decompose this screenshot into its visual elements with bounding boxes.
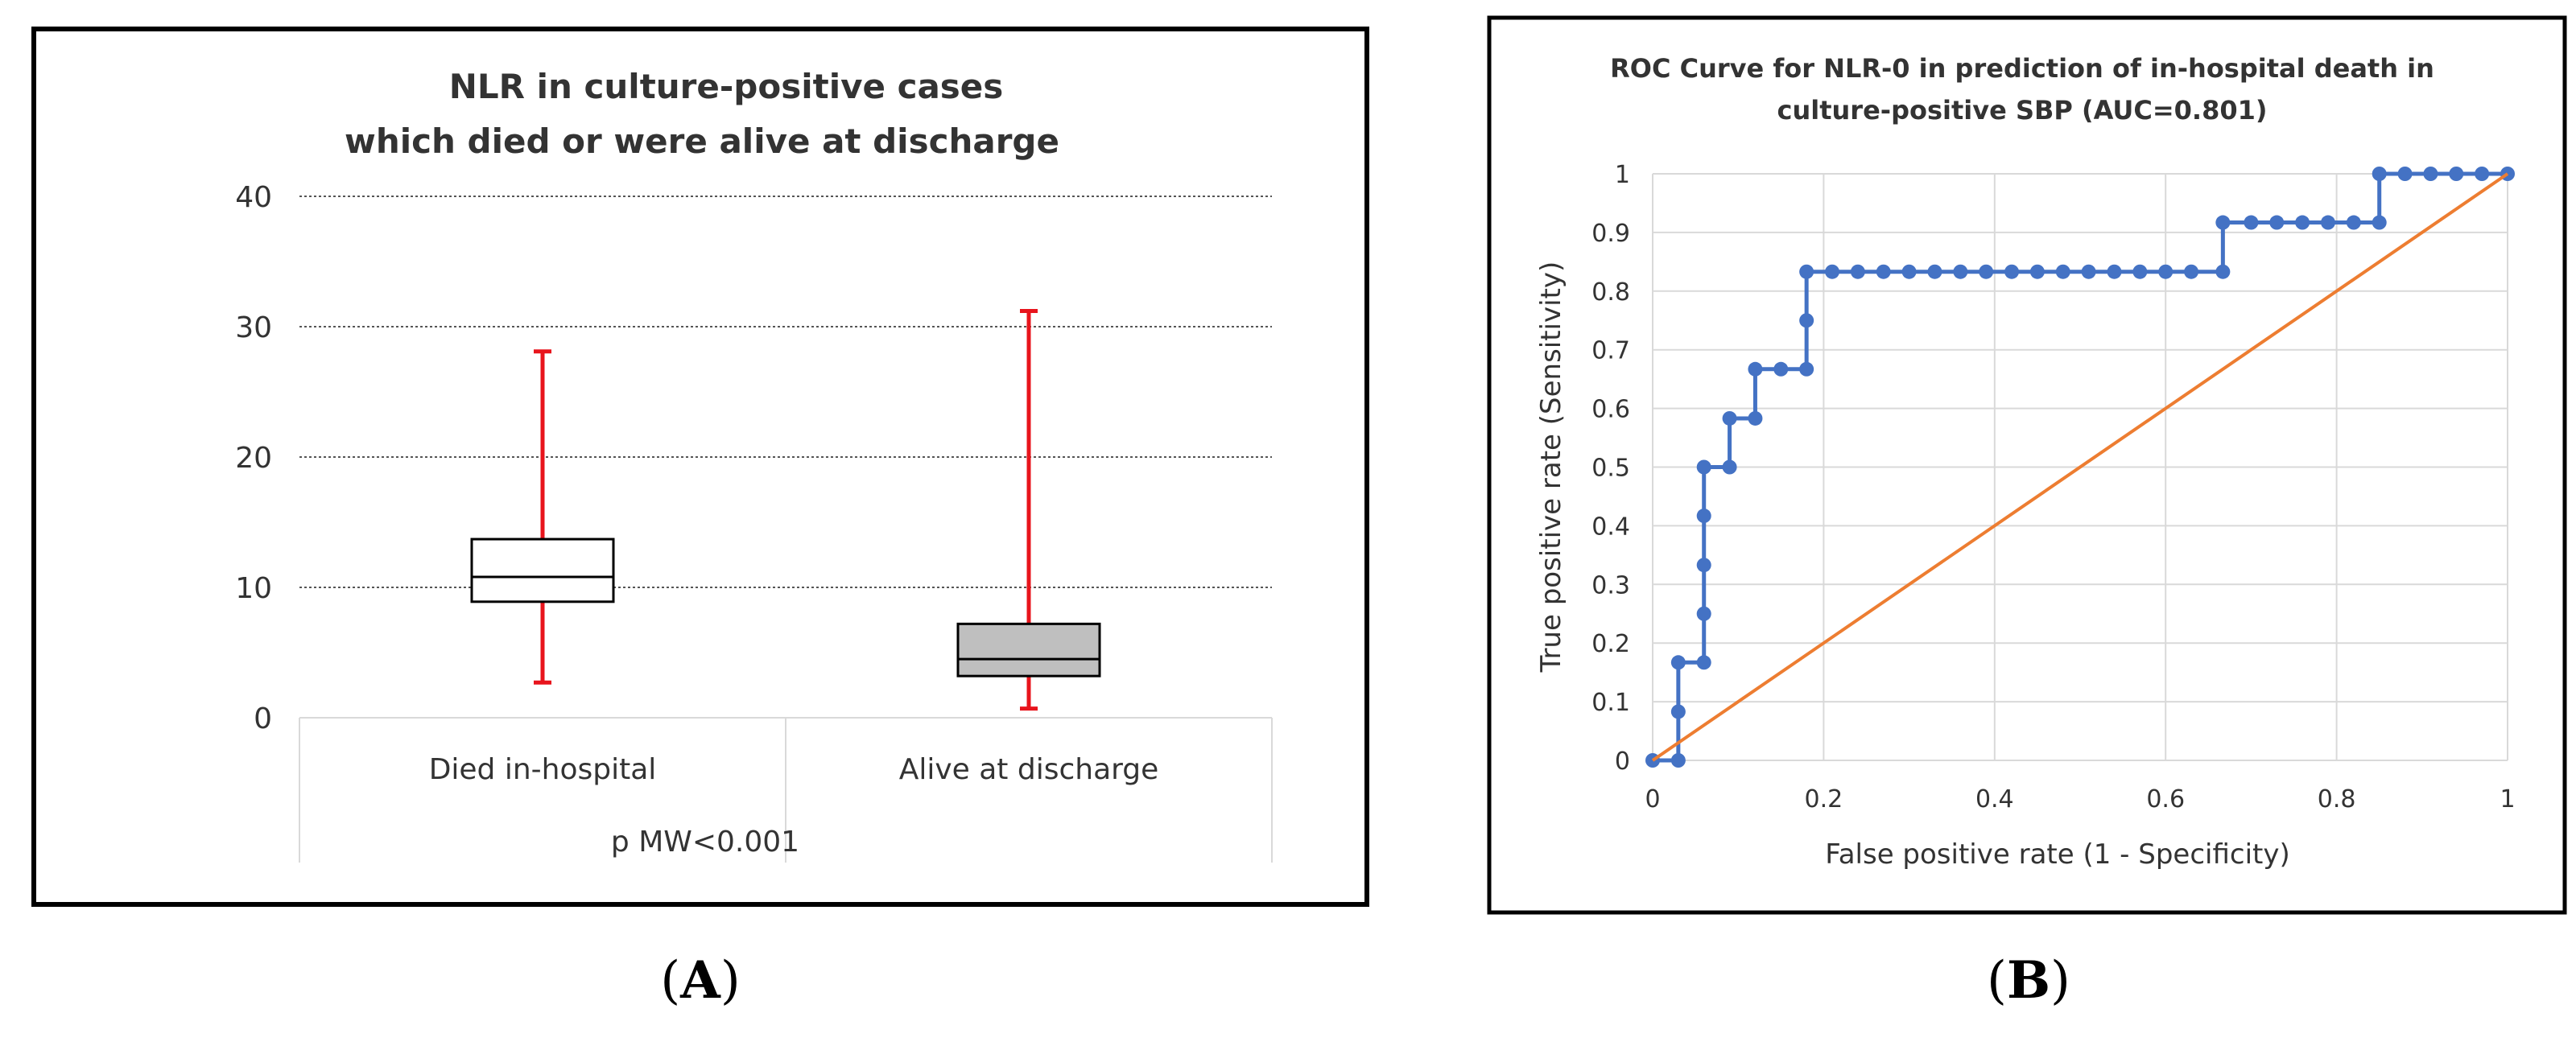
panel-b-x-tick-label: 0.2 (1805, 785, 1843, 813)
panel-b-y-tick-label: 0.1 (1591, 689, 1630, 717)
panel-b-roc-point (2423, 167, 2438, 181)
panel-b-roc-point (1722, 410, 1737, 426)
panel-b-roc-point (1876, 264, 1891, 279)
panel-b-y-tick-label: 0.5 (1591, 455, 1630, 483)
panel-a-y-tick-label: 0 (254, 702, 272, 735)
panel-b-y-tick-label: 0.6 (1591, 396, 1630, 424)
panel-b-roc-point (1979, 264, 1994, 279)
panel-a-y-tick-label: 30 (235, 311, 272, 344)
panel-b-roc-point (1799, 313, 1814, 328)
panel-b-roc-point (2158, 264, 2174, 279)
panel-b-roc-point (2215, 264, 2231, 279)
panel-b-y-tick-label: 0.2 (1591, 630, 1630, 658)
panel-b-y-tick-label: 0.3 (1591, 571, 1630, 599)
panel-b-roc-point (1748, 410, 1763, 426)
panel-b-roc-point (2081, 264, 2096, 279)
panel-b-x-tick-label: 0.8 (2318, 785, 2356, 813)
panel-b-roc-point (1696, 655, 1711, 670)
panel-b-x-tick-label: 0.4 (1975, 785, 2014, 813)
panel-b-roc-point (1850, 264, 1865, 279)
panel-b-roc-point (2004, 264, 2020, 279)
panel-b-roc-point (1696, 606, 1711, 621)
panel-a-box (470, 537, 615, 603)
panel-b-roc-point (1696, 459, 1711, 475)
panel-b-roc-point (2244, 215, 2259, 230)
panel-a-title-line-1: NLR in culture-positive cases (449, 67, 1004, 106)
panel-b-roc-point (2372, 167, 2387, 181)
panel-a-title-line-2: which died or were alive at discharge (345, 121, 1059, 161)
panel-b-roc-point (2346, 215, 2361, 230)
panel-b-roc-point (1670, 704, 1686, 719)
panel-a-category-label: Alive at discharge (899, 753, 1159, 786)
panel-b-roc-point (1748, 361, 1763, 377)
panel-b-roc-point (2397, 167, 2413, 181)
panel-b-y-tick-label: 0 (1615, 748, 1630, 776)
panel-b-y-tick-label: 0.8 (1591, 278, 1630, 307)
panel-b-roc-chart: 0 0.1 0.2 0.3 0.4 0.5 0.6 0.7 0.8 0.9 1 0 0.2 0.4 0.6 0… (1591, 161, 2515, 813)
panel-b-roc-point (1927, 264, 1942, 279)
panel-b-roc-point (1953, 264, 1968, 279)
panel-b-y-axis-label: True positive rate (Sensitivity) (1535, 262, 1567, 673)
panel-a-pvalue-text: p MW<0.001 (611, 826, 799, 859)
panel-b-x-tick-label: 0.6 (2146, 785, 2185, 813)
panel-b-title-line-1: ROC Curve for NLR-0 in prediction of in-… (1610, 53, 2434, 84)
panel-b-roc-point (2107, 264, 2122, 279)
panel-b-y-tick-label: 0.7 (1591, 337, 1630, 365)
panel-b-roc-point (2372, 215, 2387, 230)
panel-b-roc-point (1696, 558, 1711, 573)
panel-b-roc-point (1670, 753, 1686, 768)
panel-b-roc-point (1670, 655, 1686, 670)
panel-b-roc-point (2320, 215, 2335, 230)
panel-b-roc-point (1773, 361, 1789, 377)
panel-b-y-tick-label: 1 (1615, 161, 1630, 189)
panel-a-y-tick-label: 40 (235, 181, 272, 214)
panel-b-roc-point (2215, 215, 2231, 230)
panel-b-roc-point (2449, 167, 2464, 181)
panel-b-roc-point (2184, 264, 2199, 279)
panel-b-roc-point (1696, 509, 1711, 524)
panel-b-reference-line (1651, 172, 2509, 762)
panel-b-roc-point (1722, 459, 1737, 475)
panel-b-caption-letter: B (2007, 950, 2050, 1011)
panel-b-roc-point (2029, 264, 2045, 279)
panel-b-roc-point (2475, 167, 2490, 181)
panel-b-roc-point (1825, 264, 1840, 279)
panel-b-caption: (B) (1987, 950, 2070, 1011)
panel-b-title-line-2: culture-positive SBP (AUC=0.801) (1777, 95, 2268, 126)
panel-a-caption-letter: A (679, 950, 721, 1011)
panel-a-box (956, 622, 1101, 678)
panel-b-y-tick-label: 0.9 (1591, 220, 1630, 248)
panel-a-boxplot: 0 10 20 30 40 Died in-hospital Alive at discha… (235, 181, 1273, 863)
panel-a-category-label: Died in-hospital (429, 753, 657, 786)
panel-b-frame (1487, 15, 2567, 915)
panel-b-roc-point (2055, 264, 2070, 279)
panel-b-x-tick-label: 1 (2500, 785, 2515, 813)
panel-b-roc-line (1653, 171, 2508, 763)
panel-a-caption: (A) (660, 950, 741, 1011)
panel-b-roc-point (2132, 264, 2148, 279)
panel-b-roc-point (1901, 264, 1917, 279)
panel-b-roc-point (2269, 215, 2285, 230)
panel-a-y-tick-label: 20 (235, 442, 272, 475)
panel-b-roc-point (1799, 361, 1814, 377)
panel-b-x-axis-label: False positive rate (1 - Specificity) (1825, 838, 2289, 871)
panel-b-y-tick-label: 0.4 (1591, 513, 1630, 541)
panel-a-y-tick-label: 10 (235, 572, 272, 605)
panel-a-frame (31, 27, 1369, 907)
panel-b-x-tick-label: 0 (1645, 785, 1660, 813)
panel-b-roc-point (1799, 264, 1814, 279)
panel-b-roc-point (2295, 215, 2310, 230)
